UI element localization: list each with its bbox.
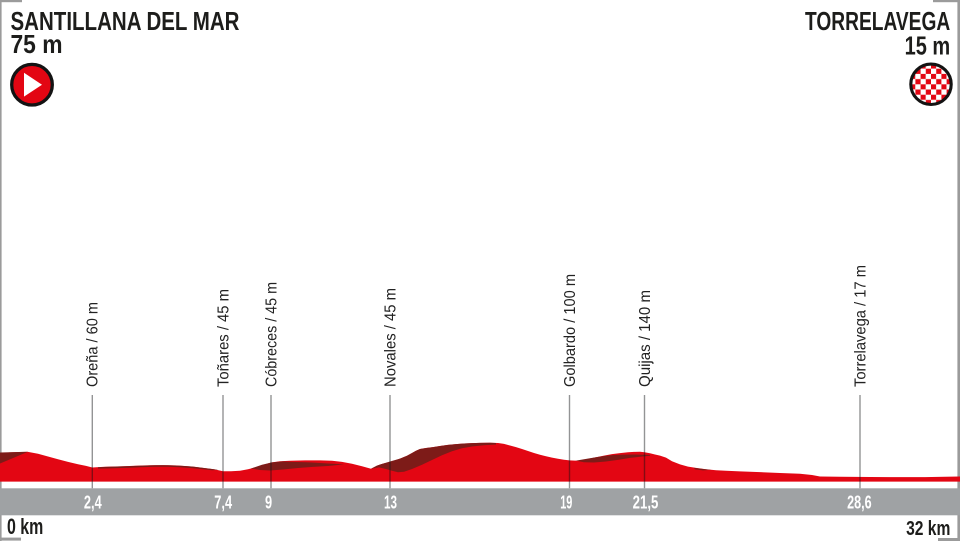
svg-text:SANTILLANA DEL MAR: SANTILLANA DEL MAR <box>11 6 240 36</box>
svg-text:32 km: 32 km <box>906 518 950 540</box>
svg-text:Novales / 45 m: Novales / 45 m <box>382 288 399 387</box>
svg-text:15 m: 15 m <box>905 31 951 61</box>
svg-text:Golbardo / 100 m: Golbardo / 100 m <box>562 274 579 387</box>
svg-text:Oreña / 60 m: Oreña / 60 m <box>85 302 102 387</box>
svg-text:Toñares / 45 m: Toñares / 45 m <box>215 289 232 387</box>
svg-text:21,5: 21,5 <box>633 493 659 513</box>
svg-text:Cóbreces / 45 m: Cóbreces / 45 m <box>263 282 280 387</box>
svg-text:19: 19 <box>560 493 572 513</box>
svg-text:2,4: 2,4 <box>84 493 102 513</box>
svg-text:7,4: 7,4 <box>214 493 232 513</box>
svg-text:28,6: 28,6 <box>847 493 872 513</box>
svg-text:75 m: 75 m <box>11 29 63 59</box>
svg-text:Quijas / 140 m: Quijas / 140 m <box>637 290 654 387</box>
svg-text:9: 9 <box>265 493 272 513</box>
svg-text:Torrelavega / 17 m: Torrelavega / 17 m <box>852 265 869 387</box>
svg-text:0 km: 0 km <box>7 514 43 539</box>
svg-text:13: 13 <box>384 493 397 513</box>
svg-text:TORRELAVEGA: TORRELAVEGA <box>805 6 950 36</box>
